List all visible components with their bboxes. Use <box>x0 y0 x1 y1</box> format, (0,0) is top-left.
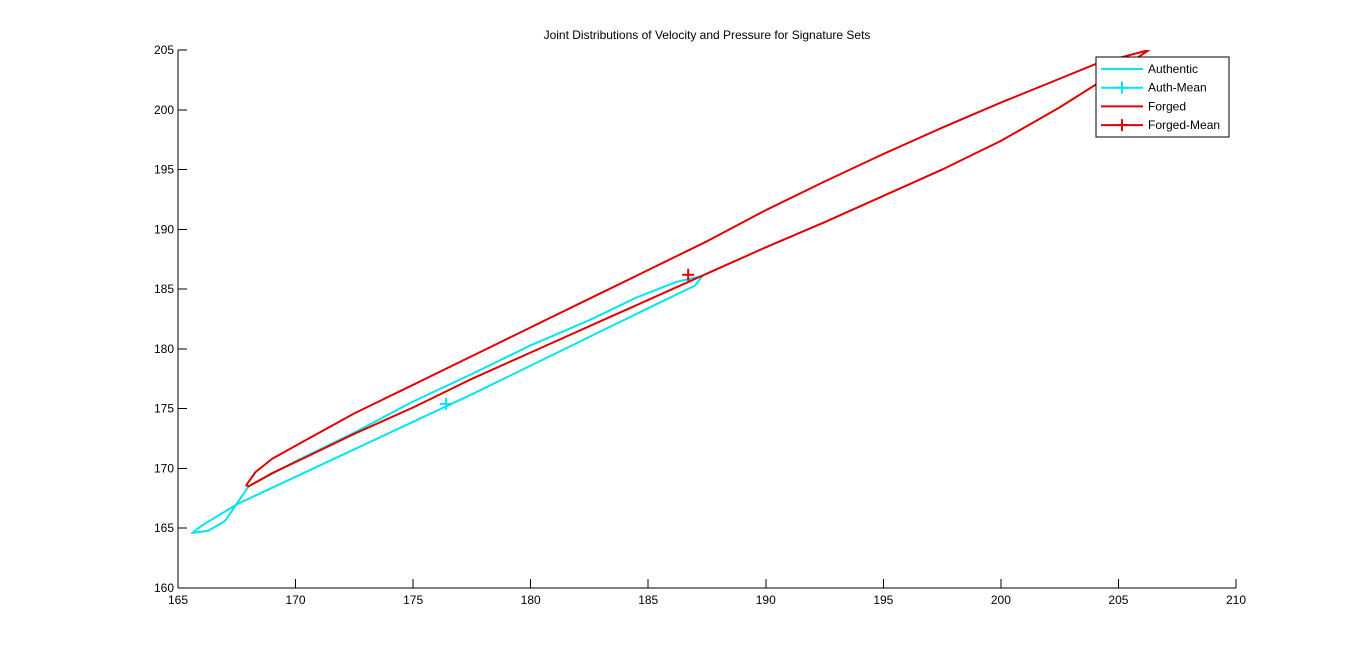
legend-entry-forged-mean: Forged-Mean <box>1101 118 1220 132</box>
x-tick-label: 210 <box>1226 593 1246 607</box>
legend-label: Authentic <box>1148 62 1198 76</box>
y-tick-label: 190 <box>154 222 174 236</box>
x-tick-label: 180 <box>521 593 541 607</box>
x-tick-label: 170 <box>286 593 306 607</box>
chart-title: Joint Distributions of Velocity and Pres… <box>544 28 871 42</box>
y-tick-label: 205 <box>154 43 174 57</box>
x-tick-label: 200 <box>991 593 1011 607</box>
y-tick-label: 180 <box>154 342 174 356</box>
x-tick-label: 185 <box>638 593 658 607</box>
y-tick-label: 170 <box>154 461 174 475</box>
legend-marker <box>1116 81 1128 94</box>
legend-entry-authentic: Authentic <box>1101 62 1198 76</box>
auth-mean-marker <box>440 397 453 410</box>
legend-entry-auth-mean: Auth-Mean <box>1101 81 1207 95</box>
axes: 165 170 175 180 185 190 195 200 205 2101601651701… <box>154 43 1246 607</box>
y-tick-label: 200 <box>154 103 174 117</box>
legend-label: Auth-Mean <box>1148 81 1207 95</box>
forged-contour <box>245 50 1150 488</box>
legend-entry-forged: Forged <box>1101 99 1186 113</box>
legend-label: Forged <box>1148 99 1186 113</box>
legend-label: Forged-Mean <box>1148 118 1220 132</box>
y-tick-label: 195 <box>154 163 174 177</box>
authentic-contour <box>191 275 704 534</box>
forged-mean-marker <box>682 268 695 281</box>
plot-area <box>191 50 1150 534</box>
x-tick-label: 175 <box>403 593 423 607</box>
y-tick-label: 175 <box>154 402 174 416</box>
y-tick-label: 160 <box>154 581 174 595</box>
y-tick-label: 185 <box>154 282 174 296</box>
x-tick-label: 165 <box>168 593 188 607</box>
x-tick-label: 190 <box>756 593 776 607</box>
y-tick-label: 165 <box>154 521 174 535</box>
x-tick-label: 205 <box>1108 593 1128 607</box>
legend-box <box>1095 56 1230 138</box>
legend-marker <box>1116 119 1128 132</box>
legend: Authentic Auth-Mean Forged Forged-Mean <box>1095 56 1230 138</box>
x-tick-label: 195 <box>873 593 893 607</box>
